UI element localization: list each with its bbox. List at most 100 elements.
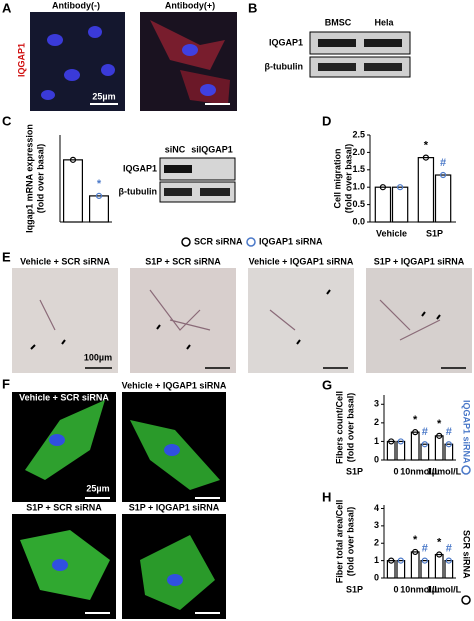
blot <box>309 31 411 78</box>
row-label: β-tubulin <box>119 186 157 196</box>
micrograph-grid <box>12 392 226 619</box>
x-tick-label: 10nmol/L <box>400 584 440 594</box>
panel-label: F <box>2 376 10 391</box>
annotation: * <box>437 536 442 548</box>
row-label: β-tubulin <box>265 61 303 71</box>
y-axis-label: Fiber total area/Cell <box>334 500 344 584</box>
legend-label: SCR siRNA <box>462 530 472 579</box>
legend-label: SCR siRNA <box>194 236 243 246</box>
y-tick-label: 2.5 <box>352 129 365 139</box>
x-axis-label: S1P <box>346 466 363 476</box>
x-tick-label: 1µmol/L <box>427 584 462 594</box>
y-tick-label: 4 <box>374 503 379 513</box>
mean-marker <box>397 184 404 191</box>
annotation: * <box>413 534 418 546</box>
panel-label: B <box>248 0 257 15</box>
lane-label: Hela <box>374 17 394 27</box>
y-tick-label: 1.5 <box>352 164 365 174</box>
mean-marker <box>421 441 428 448</box>
annotation: * <box>424 140 429 152</box>
y-tick-label: 0 <box>374 572 379 582</box>
image-title: S1P + IQGAP1 siRNA <box>129 502 220 512</box>
row-label: IQGAP1 <box>269 37 303 47</box>
image-title: S1P + SCR siRNA <box>145 256 221 266</box>
row-label: IQGAP1 <box>123 163 157 173</box>
x-tick-label: 10nmol/L <box>400 466 440 476</box>
panel-label: E <box>2 249 11 264</box>
y-axis-label: (fold over basal) <box>345 393 355 463</box>
bar <box>62 159 83 223</box>
image-title: Vehicle + SCR siRNA <box>20 256 110 266</box>
mean-marker <box>397 438 404 445</box>
bar <box>410 551 420 579</box>
legend-marker <box>181 237 191 247</box>
y-axis-label: (fold over basal) <box>343 144 353 214</box>
bar <box>420 560 430 579</box>
bar <box>434 174 452 223</box>
bar <box>386 440 396 461</box>
x-tick-label: Vehicle <box>376 228 407 238</box>
x-tick-label: 0 <box>393 466 398 476</box>
bar <box>374 186 392 223</box>
mean-marker <box>436 551 443 558</box>
annotation: # <box>422 543 428 555</box>
panel-label: H <box>322 489 331 504</box>
annotation: # <box>446 543 452 555</box>
bar <box>444 443 454 461</box>
legend-marker <box>461 465 471 475</box>
y-tick-label: 3 <box>374 520 379 530</box>
mean-marker <box>95 192 103 199</box>
mean-marker <box>412 429 419 436</box>
y-tick-label: 1.0 <box>352 182 365 192</box>
mean-marker <box>422 154 429 161</box>
bar <box>396 560 406 579</box>
mean-marker <box>397 557 404 564</box>
mean-marker <box>421 557 428 564</box>
image-title: Antibody(-) <box>52 0 100 10</box>
panel-label: D <box>322 113 331 128</box>
annotation: * <box>97 178 102 190</box>
micrograph <box>140 12 237 111</box>
x-tick-label: 1µmol/L <box>427 466 462 476</box>
annotation: # <box>422 426 428 438</box>
y-tick-label: 0.0 <box>352 216 365 226</box>
y-axis-label: (fold over basal) <box>345 507 355 577</box>
mean-marker <box>412 548 419 556</box>
y-tick-label: 1 <box>374 555 379 565</box>
image-title: S1P + SCR siRNA <box>26 502 102 512</box>
blot <box>159 157 236 203</box>
bar <box>88 195 109 223</box>
bar <box>434 553 444 579</box>
bar <box>444 560 454 579</box>
mean-marker <box>388 438 395 445</box>
mean-marker <box>69 156 77 163</box>
y-tick-label: 2 <box>374 538 379 548</box>
legend-label: IQGAP1 siRNA <box>259 236 323 246</box>
panel-label: A <box>2 0 12 15</box>
mean-marker <box>379 184 386 191</box>
y-axis-label: Iqgap1 mRNA expression <box>24 124 34 233</box>
mean-marker <box>445 441 452 448</box>
lane-label: BMSC <box>325 17 352 27</box>
bar <box>386 560 396 579</box>
x-tick-label: S1P <box>426 228 443 238</box>
annotation: * <box>437 418 442 430</box>
mean-marker <box>445 557 452 564</box>
bar <box>434 435 444 461</box>
bar <box>410 431 420 461</box>
bar <box>417 157 435 223</box>
micrograph <box>30 12 125 111</box>
image-title: S1P + IQGAP1 siRNA <box>374 256 465 266</box>
image-title: Antibody(+) <box>165 0 215 10</box>
panel-label: C <box>2 113 12 128</box>
bar <box>420 443 430 461</box>
mean-marker <box>440 171 447 179</box>
y-axis-label: Cell migration <box>332 148 342 208</box>
lane-label: siNC <box>165 144 186 154</box>
lane-label: siIQGAP1 <box>191 144 233 154</box>
image-title: Vehicle + IQGAP1 siRNA <box>122 380 227 390</box>
legend-marker <box>246 237 256 247</box>
mean-marker <box>436 432 443 439</box>
annotation: # <box>446 426 452 438</box>
